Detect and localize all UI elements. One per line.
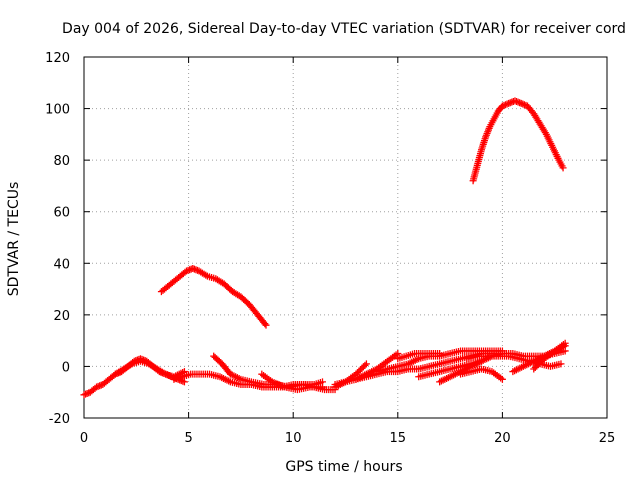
x-tick-label: 20 — [494, 431, 511, 446]
series-arc-10 — [394, 350, 444, 363]
series-arc-17 — [157, 264, 270, 329]
data-point — [436, 350, 444, 358]
plot-frame — [83, 56, 608, 419]
x-tick-label: 10 — [285, 431, 302, 446]
y-tick-label: -20 — [49, 412, 70, 427]
y-tick-label: 60 — [53, 206, 70, 221]
data-point — [361, 361, 369, 369]
series-arc-14 — [463, 352, 565, 370]
x-axis-label: GPS time / hours — [285, 459, 402, 475]
y-tick-label: 0 — [62, 360, 70, 375]
y-tick-label: 80 — [53, 154, 70, 169]
series-arc-5 — [258, 370, 326, 394]
data-point — [559, 164, 567, 172]
x-tick-label: 15 — [390, 431, 407, 446]
series-arc-8 — [352, 350, 402, 383]
data-points — [80, 97, 569, 399]
data-point — [362, 360, 370, 368]
x-tick-label: 0 — [80, 431, 88, 446]
series-arc-7 — [331, 360, 370, 391]
data-point — [498, 375, 506, 383]
series-arc-13 — [457, 365, 506, 383]
tick-labels: 0 5 10 15 20 25 -20 0 20 40 60 80 100 120 — [45, 51, 615, 446]
y-tick-label: 100 — [45, 103, 70, 118]
axis-ticks — [83, 56, 608, 419]
y-tick-label: 120 — [45, 51, 70, 66]
data-point — [318, 383, 326, 391]
y-tick-label: 20 — [53, 309, 70, 324]
y-tick-label: 40 — [53, 257, 70, 272]
y-axis-label: SDTVAR / TECUs — [6, 182, 22, 297]
chart-title: Day 004 of 2026, Sidereal Day-to-day VTE… — [62, 21, 626, 37]
x-tick-label: 25 — [599, 431, 616, 446]
series-arc-18 — [469, 97, 567, 185]
data-point — [262, 321, 270, 329]
data-point — [202, 271, 210, 279]
series-arc-16 — [530, 339, 569, 373]
data-point — [561, 339, 569, 347]
data-point — [261, 320, 269, 328]
data-point — [126, 361, 134, 369]
data-point — [160, 369, 168, 377]
series-arc-2 — [111, 357, 188, 381]
data-point — [557, 360, 565, 368]
x-tick-label: 5 — [184, 431, 192, 446]
